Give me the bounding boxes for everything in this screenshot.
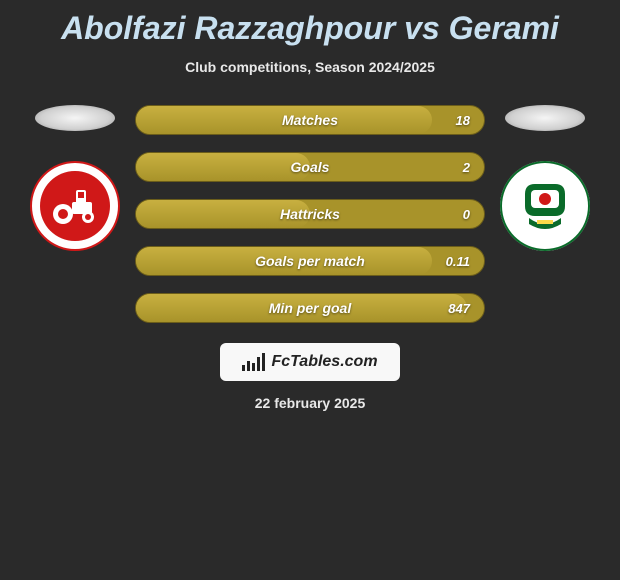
right-club-badge: [500, 161, 590, 251]
stat-value: 18: [456, 113, 470, 128]
stat-bar: Goals 2: [135, 152, 485, 182]
stat-bar: Hattricks 0: [135, 199, 485, 229]
page-title: Abolfazi Razzaghpour vs Gerami: [0, 10, 620, 47]
stat-value: 0.11: [446, 254, 470, 269]
left-player-name-pill: [35, 105, 115, 131]
zobahan-logo-icon: [510, 171, 580, 241]
brand-box[interactable]: FcTables.com: [220, 343, 399, 381]
left-player-col: [25, 105, 125, 251]
stat-label: Goals per match: [255, 253, 365, 269]
stat-value: 0: [463, 207, 470, 222]
stat-bar: Min per goal 847: [135, 293, 485, 323]
left-club-badge: [30, 161, 120, 251]
stat-label: Matches: [282, 112, 338, 128]
root-container: Abolfazi Razzaghpour vs Gerami Club comp…: [0, 0, 620, 411]
tractor-logo-icon: [40, 171, 110, 241]
stat-label: Min per goal: [269, 300, 351, 316]
subtitle: Club competitions, Season 2024/2025: [0, 59, 620, 75]
date-text: 22 february 2025: [255, 395, 366, 411]
stat-label: Goals: [291, 159, 330, 175]
stats-column: Matches 18 Goals 2 Hattricks 0 Goals per…: [135, 105, 485, 323]
stat-label: Hattricks: [280, 206, 340, 222]
comparison-area: Matches 18 Goals 2 Hattricks 0 Goals per…: [0, 105, 620, 323]
stat-fill: [136, 153, 310, 181]
brand-chart-icon: [242, 353, 265, 371]
stat-bar: Matches 18: [135, 105, 485, 135]
brand-text: FcTables.com: [271, 353, 377, 371]
right-player-col: [495, 105, 595, 251]
stat-value: 2: [463, 160, 470, 175]
right-player-name-pill: [505, 105, 585, 131]
stat-value: 847: [448, 301, 470, 316]
stat-bar: Goals per match 0.11: [135, 246, 485, 276]
footer-area: FcTables.com 22 february 2025: [0, 343, 620, 411]
